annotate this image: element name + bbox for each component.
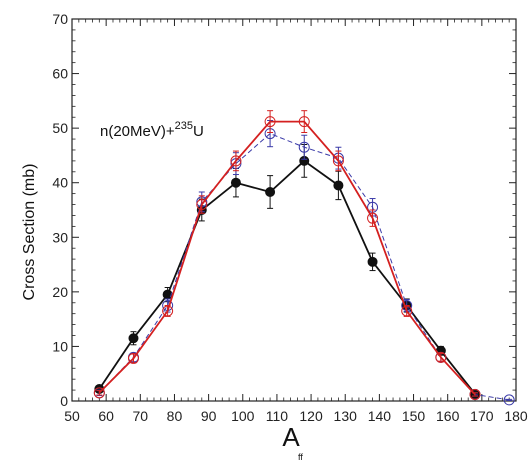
data-point: [367, 256, 378, 267]
data-point: [93, 387, 105, 399]
series-line: [98, 120, 476, 396]
x-tick-label: 150: [402, 408, 426, 424]
data-point: [298, 116, 310, 128]
series-line: [98, 159, 476, 395]
data-point: [503, 394, 515, 406]
x-tick-label: 170: [470, 408, 494, 424]
x-tick-label: 90: [201, 408, 217, 424]
x-axis-label-subscript: ff: [298, 452, 303, 462]
y-tick-label: 70: [52, 11, 68, 27]
y-tick-label: 50: [52, 120, 68, 136]
y-tick-label: 60: [52, 66, 68, 82]
x-tick-label: 80: [167, 408, 183, 424]
data-point: [196, 199, 208, 211]
y-tick-label: 0: [60, 393, 68, 409]
data-point: [332, 155, 344, 167]
x-tick-label: 100: [231, 408, 255, 424]
x-tick-label: 180: [504, 408, 528, 424]
plot-frame: [71, 18, 517, 402]
x-tick-label: 50: [64, 408, 80, 424]
x-tick-label: 160: [436, 408, 460, 424]
x-tick-label: 60: [98, 408, 114, 424]
series-1: [94, 144, 481, 399]
x-tick-label: 70: [133, 408, 149, 424]
x-tick-label: 130: [334, 408, 358, 424]
data-point: [264, 116, 276, 128]
data-point: [230, 177, 241, 188]
series-3: [93, 110, 481, 400]
data-point: [230, 155, 242, 167]
data-point: [333, 180, 344, 191]
data-point: [265, 186, 276, 197]
data-point: [298, 141, 310, 153]
reaction-annotation: n(20MeV)+235U: [100, 120, 204, 140]
data-point: [127, 352, 139, 364]
annotation-superscript: 235: [175, 120, 193, 132]
x-tick-label: 140: [368, 408, 392, 424]
x-tick-label: 110: [266, 408, 289, 424]
y-tick-label: 10: [52, 338, 68, 354]
y-axis-label: Cross Section (mb): [21, 164, 38, 301]
annotation-suffix: U: [193, 123, 204, 140]
data-point: [162, 305, 174, 317]
x-tick-label: 120: [299, 408, 323, 424]
x-axis-label: A: [282, 422, 300, 452]
plot-axes: 0 10 20 30 40 50 60 70 50 60 70 80 90 100 110 120 130 140…: [52, 11, 527, 424]
data-point: [128, 333, 139, 344]
data-point: [435, 351, 447, 363]
y-tick-label: 20: [52, 284, 68, 300]
y-tick-label: 40: [52, 175, 68, 191]
series-layer: [93, 110, 515, 406]
data-point: [367, 212, 379, 224]
data-point: [469, 388, 481, 400]
y-tick-label: 30: [52, 229, 68, 245]
annotation-prefix: n(20MeV)+: [100, 123, 175, 140]
data-point: [401, 305, 413, 317]
